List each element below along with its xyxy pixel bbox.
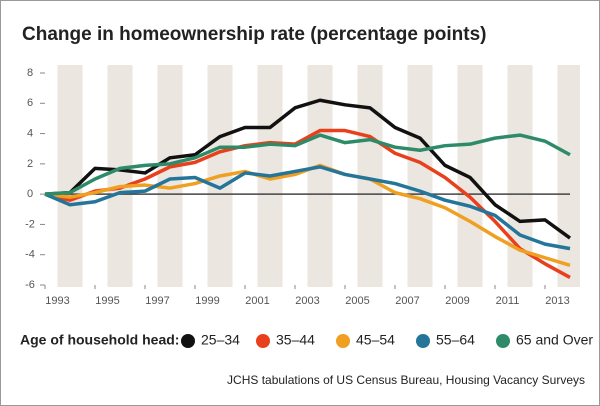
year-band xyxy=(557,65,580,287)
y-tick-label: 8 xyxy=(27,67,33,79)
legend-marker xyxy=(496,334,510,348)
x-tick-label: 1995 xyxy=(95,295,119,307)
legend-label: 65 and Over xyxy=(516,332,593,348)
legend-label: 55–64 xyxy=(436,332,475,348)
y-tick-label: -6 xyxy=(25,279,35,291)
y-tick-label: 2 xyxy=(27,158,33,170)
series-line xyxy=(44,98,572,240)
y-tick-label: -2 xyxy=(25,218,35,230)
y-tick-label: 0 xyxy=(27,188,33,200)
legend-marker xyxy=(336,334,350,348)
x-tick-label: 2007 xyxy=(395,295,419,307)
x-tick-label: 2013 xyxy=(545,295,569,307)
x-tick-label: 1999 xyxy=(195,295,219,307)
x-tick-label: 2011 xyxy=(496,295,520,307)
series-line xyxy=(44,165,571,251)
chart-title: Change in homeownership rate (percentage… xyxy=(22,24,487,45)
y-tick-label: 4 xyxy=(27,127,33,139)
legend-title: Age of household head: xyxy=(20,332,179,348)
x-tick-label: 2001 xyxy=(245,295,269,307)
year-band xyxy=(407,65,433,287)
legend-label: 35–44 xyxy=(276,332,315,348)
year-band xyxy=(57,65,83,287)
y-tick-label: 6 xyxy=(27,97,33,109)
series-line xyxy=(44,133,571,196)
x-tick-label: 1993 xyxy=(45,295,69,307)
legend-marker xyxy=(416,334,430,348)
x-tick-label: 2009 xyxy=(445,295,469,307)
source-note: JCHS tabulations of US Census Bureau, Ho… xyxy=(227,373,585,387)
year-band xyxy=(107,65,133,287)
year-band xyxy=(157,65,183,287)
x-tick-label: 2005 xyxy=(345,295,369,307)
x-tick-label: 2003 xyxy=(295,295,319,307)
x-tick-label: 1997 xyxy=(145,295,169,307)
year-band xyxy=(307,65,333,287)
legend-marker xyxy=(181,334,195,348)
legend-marker xyxy=(256,334,270,348)
legend-label: 45–54 xyxy=(356,332,395,348)
legend-label: 25–34 xyxy=(201,332,240,348)
y-tick-label: -4 xyxy=(25,249,35,261)
